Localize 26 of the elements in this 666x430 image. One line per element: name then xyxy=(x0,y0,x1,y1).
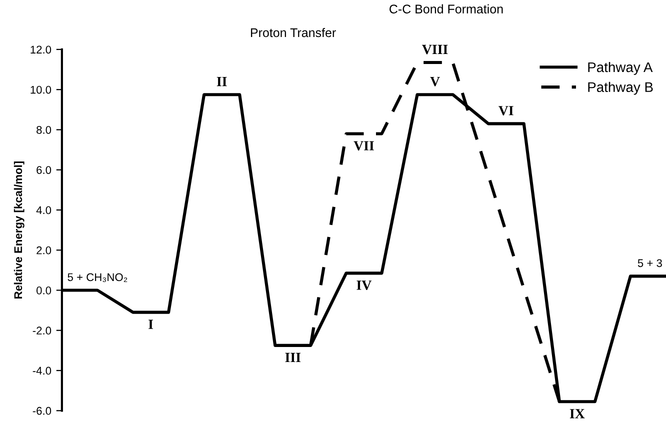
annotation: VI xyxy=(498,106,514,116)
y-tick-label: 10.0 xyxy=(30,86,52,94)
annotation: 5 + 3 xyxy=(638,259,662,268)
y-tick-label: 6.0 xyxy=(36,166,52,174)
y-tick-label: -4.0 xyxy=(32,366,52,375)
y-tick-label: 2.0 xyxy=(36,246,52,254)
y-tick-label: 0.0 xyxy=(36,286,52,294)
annotation: II xyxy=(216,76,227,86)
annotation: VII xyxy=(354,141,374,151)
annotation: IX xyxy=(570,409,585,418)
text: C-C Bond Formation xyxy=(390,4,503,14)
annotation: 5 + CH₃NO₂ xyxy=(68,273,128,282)
annotation: IV xyxy=(356,280,372,290)
legend-label: Pathway A xyxy=(588,62,653,75)
legend-label: Pathway B xyxy=(588,82,653,95)
text: Proton Transfer xyxy=(250,28,336,38)
y-axis-title: Relative Energy [kcal/mol] xyxy=(14,162,24,298)
y-tick-label: 4.0 xyxy=(36,206,52,214)
annotation: III xyxy=(285,352,301,362)
y-tick-label: 12.0 xyxy=(30,46,52,54)
annotation: I xyxy=(148,320,154,329)
y-tick-label: -6.0 xyxy=(32,406,52,415)
y-tick-label: 8.0 xyxy=(36,126,52,134)
y-tick-label: -2.0 xyxy=(32,326,52,335)
annotation: V xyxy=(430,76,440,86)
annotation: VIII xyxy=(422,44,448,54)
